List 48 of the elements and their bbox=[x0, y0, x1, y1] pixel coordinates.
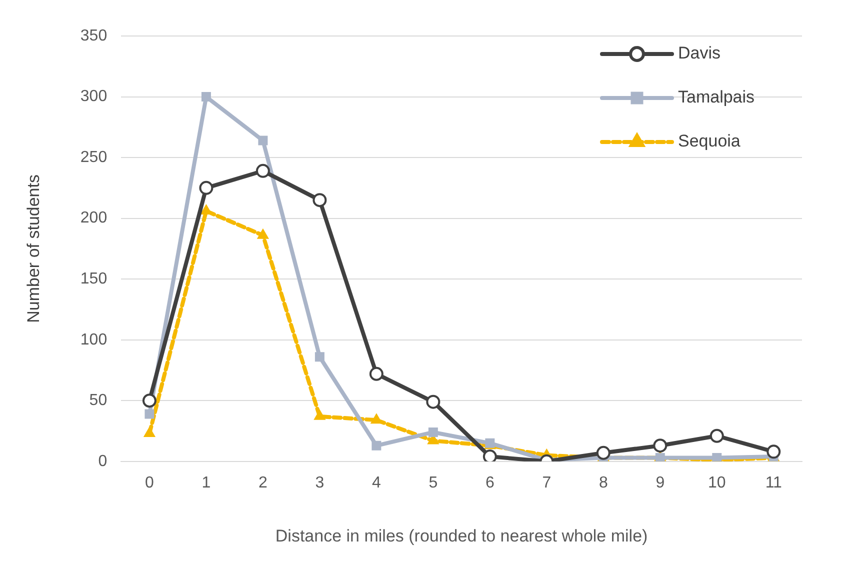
x-tick-label: 8 bbox=[598, 474, 608, 492]
point bbox=[482, 450, 497, 462]
x-tick-label: 1 bbox=[202, 474, 211, 492]
point bbox=[257, 228, 269, 239]
x-tick-label: 4 bbox=[372, 474, 381, 492]
point bbox=[200, 204, 212, 215]
y-axis-title: Number of students bbox=[24, 174, 43, 323]
x-axis-title: Distance in miles (rounded to nearest whole mile) bbox=[275, 526, 648, 546]
y-tick-label: 100 bbox=[80, 331, 108, 348]
y-tick-label: 50 bbox=[89, 392, 108, 410]
y-tick-label: 0 bbox=[98, 452, 108, 470]
point bbox=[142, 394, 156, 408]
point bbox=[201, 92, 211, 102]
x-tick-label: 11 bbox=[765, 474, 782, 492]
point bbox=[369, 366, 384, 381]
point bbox=[428, 427, 438, 437]
point bbox=[655, 453, 665, 462]
x-tick-label: 9 bbox=[656, 474, 665, 492]
point bbox=[314, 352, 324, 362]
x-tick-label: 10 bbox=[708, 474, 726, 492]
x-tick-label: 3 bbox=[315, 474, 324, 492]
point bbox=[596, 446, 610, 460]
x-tick-label: 7 bbox=[542, 474, 552, 492]
x-tick-label: 2 bbox=[258, 474, 268, 492]
x-tick-label: 6 bbox=[485, 474, 494, 492]
point bbox=[372, 440, 382, 450]
x-tick-label: 5 bbox=[428, 474, 438, 492]
point bbox=[426, 394, 440, 409]
point bbox=[199, 180, 214, 195]
legend-label: Tamalpais bbox=[678, 88, 755, 107]
point bbox=[766, 444, 781, 459]
y-tick-label: 250 bbox=[80, 148, 108, 166]
y-tick-label: 150 bbox=[80, 270, 108, 288]
point bbox=[144, 409, 154, 419]
x-tick-label: 0 bbox=[145, 474, 154, 492]
legend-label: Davis bbox=[678, 44, 721, 63]
point bbox=[370, 414, 382, 424]
point bbox=[258, 136, 268, 146]
point bbox=[710, 428, 724, 443]
point bbox=[144, 426, 156, 437]
legend-label: Sequoia bbox=[678, 132, 741, 151]
point bbox=[312, 193, 327, 208]
y-tick-label: 300 bbox=[80, 88, 108, 106]
point bbox=[256, 164, 270, 178]
y-tick-label: 200 bbox=[80, 210, 108, 227]
y-tick-label: 350 bbox=[80, 27, 108, 44]
point bbox=[314, 410, 326, 420]
point bbox=[653, 438, 668, 453]
